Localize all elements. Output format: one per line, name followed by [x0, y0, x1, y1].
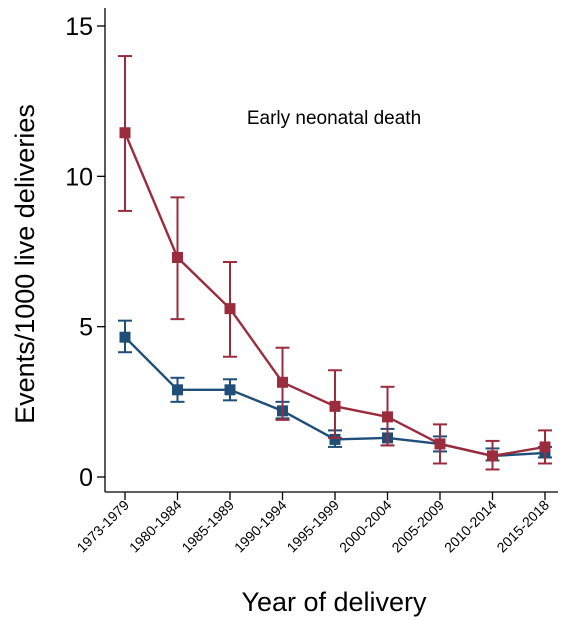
y-tick-label: 15 — [65, 13, 93, 41]
data-point-marker — [329, 433, 341, 445]
data-point-marker — [172, 384, 183, 396]
data-point-marker — [224, 384, 236, 396]
data-point-marker — [329, 400, 341, 412]
data-point-marker — [119, 127, 131, 139]
x-tick-label: 2015-2018 — [493, 497, 552, 556]
y-tick-label: 10 — [65, 163, 93, 191]
y-tick-label: 0 — [79, 464, 93, 492]
chart-annotation: Early neonatal death — [247, 108, 421, 129]
data-point-marker — [119, 331, 131, 343]
x-tick-label: 2000-2004 — [336, 497, 395, 556]
series-layer — [118, 55, 552, 471]
data-point-marker — [487, 450, 498, 462]
x-axis-label: Year of delivery — [241, 587, 427, 617]
x-tick-label: 1973-1979 — [73, 497, 132, 556]
data-point-marker — [172, 252, 183, 264]
data-point-marker — [539, 441, 551, 453]
x-tick-label: 2010-2014 — [441, 497, 500, 556]
data-point-marker — [277, 376, 288, 388]
series-2 — [118, 55, 552, 471]
y-tick-label: 5 — [79, 314, 93, 342]
x-tick-label: 1990-1994 — [231, 497, 290, 556]
data-point-marker — [224, 303, 236, 315]
data-point-marker — [434, 438, 446, 450]
y-axis-label: Events/1000 live deliveries — [10, 104, 40, 424]
axes: 0 5 10 15 1973-19791980-19841985-19891990-19… — [65, 8, 558, 555]
x-tick-label: 1985-1989 — [178, 497, 237, 556]
data-point-marker — [382, 411, 393, 423]
x-tick-label: 1995-1999 — [283, 497, 342, 556]
x-tick-label: 1980-1984 — [126, 497, 185, 556]
x-tick-label: 2005-2009 — [388, 497, 447, 556]
